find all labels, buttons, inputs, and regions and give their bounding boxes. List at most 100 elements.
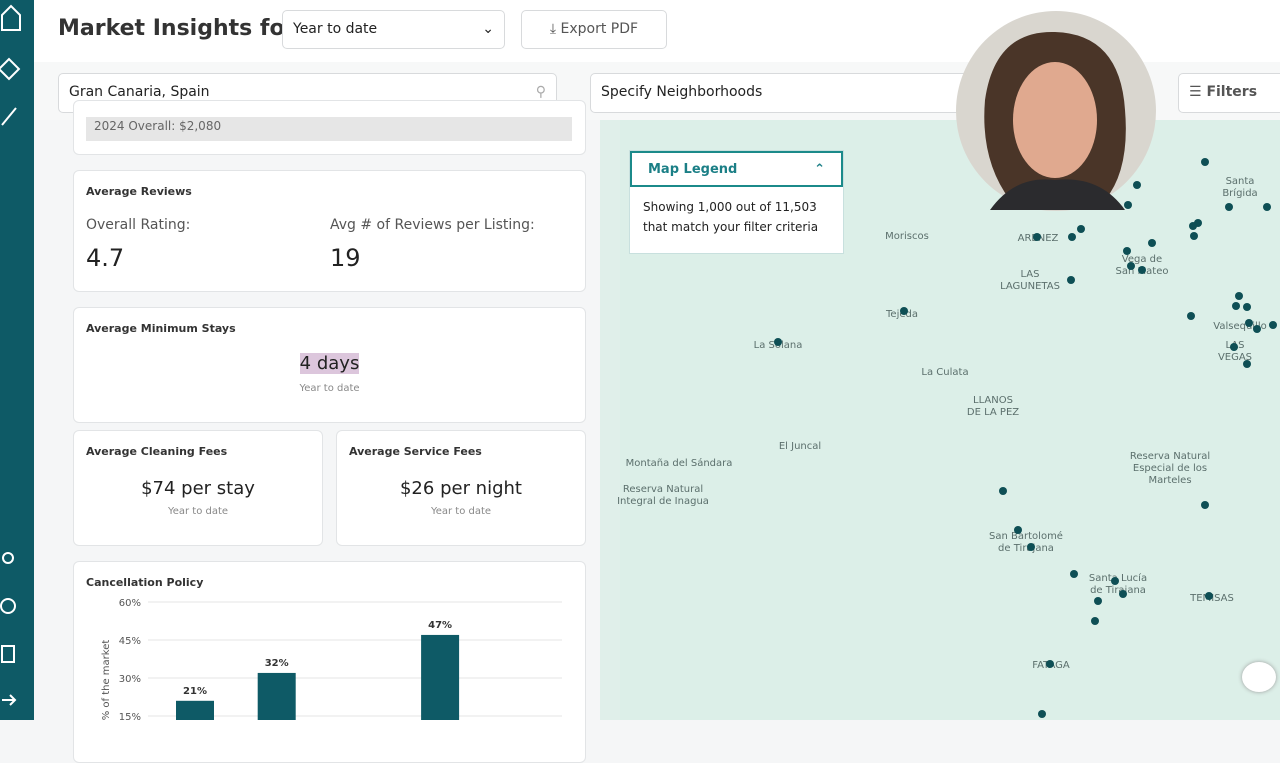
service-period: Year to date (430, 506, 492, 517)
legend-title: Map Legend (648, 162, 738, 177)
value-label: 21% (183, 686, 207, 697)
card-title: Average Service Fees (349, 445, 482, 458)
period-value: Year to date (293, 21, 378, 37)
min-stay-card: Average Minimum Stays 4 days Year to dat… (73, 307, 586, 423)
place-label: Vega de San Mateo (1115, 254, 1169, 277)
listing-dot[interactable] (1094, 597, 1102, 605)
listing-dot[interactable] (1225, 203, 1233, 211)
cleaning-period: Year to date (167, 506, 229, 517)
place-label: Reserva Natural Integral de Inagua (617, 484, 709, 507)
rating-label: Overall Rating: (86, 217, 191, 233)
bar (421, 634, 460, 720)
filters-button[interactable]: ☰ Filters (1178, 73, 1280, 113)
bar (257, 672, 296, 720)
listing-dot[interactable] (1033, 233, 1041, 241)
place-label: Valsequillo (1213, 321, 1267, 332)
map-legend: Map Legend ⌃ Showing 1,000 out of 11,503 … (629, 150, 844, 254)
listing-dot[interactable] (1014, 526, 1022, 534)
listing-dot[interactable] (1111, 577, 1119, 585)
listing-dot[interactable] (900, 307, 908, 315)
filters-label: Filters (1206, 84, 1258, 100)
overall-value: 2024 Overall: $2,080 (86, 117, 572, 141)
page-title: Market Insights for (58, 16, 296, 41)
listing-dot[interactable] (1194, 219, 1202, 227)
listing-dot[interactable] (774, 338, 782, 346)
listing-dot[interactable] (1190, 232, 1198, 240)
service-card: Average Service Fees $26 per night Year … (336, 430, 586, 546)
chat-button[interactable] (1242, 662, 1276, 692)
listing-dot[interactable] (1263, 203, 1271, 211)
listing-dot[interactable] (1091, 617, 1099, 625)
listing-dot[interactable] (1027, 543, 1035, 551)
listing-dot[interactable] (1243, 303, 1251, 311)
card-title: Average Minimum Stays (86, 322, 236, 335)
listing-dot[interactable] (1269, 321, 1277, 329)
rating-value: 4.7 (86, 244, 125, 272)
listing-dot[interactable] (1046, 660, 1054, 668)
place-label: Santa Lucía de Tirajana (1088, 573, 1148, 596)
card-title: Average Cleaning Fees (86, 445, 228, 458)
listing-dot[interactable] (1138, 266, 1146, 274)
listing-dot[interactable] (1205, 592, 1213, 600)
listing-dot[interactable] (1119, 590, 1127, 598)
place-label: Montaña del Sándara (625, 458, 733, 469)
min-stay-period: Year to date (299, 383, 360, 394)
listing-dot[interactable] (1148, 239, 1156, 247)
neighborhood-value: Specify Neighborhoods (601, 84, 763, 100)
legend-header[interactable]: Map Legend ⌃ (630, 151, 843, 187)
bar (176, 700, 214, 720)
value-label: 47% (428, 620, 452, 631)
place-label: El Juncal (778, 441, 822, 452)
y-tick-label: 45% (119, 636, 141, 647)
listing-dot[interactable] (1253, 325, 1261, 333)
listing-dot[interactable] (1187, 312, 1195, 320)
listing-dot[interactable] (1068, 233, 1076, 241)
webcam-video (956, 11, 1156, 211)
cleaning-value: $74 per stay (141, 478, 255, 499)
listing-dot[interactable] (1245, 319, 1253, 327)
place-label: LAS LAGUNETAS (1000, 269, 1060, 292)
place-label: LLANOS DE LA PEZ (966, 395, 1020, 418)
y-tick-label: 30% (119, 674, 141, 685)
cleaning-card: Average Cleaning Fees $74 per stay Year … (73, 430, 323, 546)
listing-dot[interactable] (1201, 158, 1209, 166)
sidebar-icons (0, 4, 21, 706)
value-label: 32% (265, 658, 289, 669)
reviews-count-label: Avg # of Reviews per Listing: (330, 217, 535, 233)
overall-card: 2024 Overall: $2,080 (73, 100, 586, 155)
listing-dot[interactable] (1201, 501, 1209, 509)
listing-dot[interactable] (1077, 225, 1085, 233)
place-label: Reserva Natural Especial de los Marteles (1129, 451, 1211, 486)
period-select[interactable]: Year to date ⌄ (282, 10, 505, 49)
listing-dot[interactable] (1232, 302, 1240, 310)
sidebar (0, 0, 34, 720)
place-label: La Solana (753, 340, 803, 351)
listing-dot[interactable] (1230, 343, 1238, 351)
listing-dot[interactable] (1067, 276, 1075, 284)
listing-dot[interactable] (1127, 262, 1135, 270)
export-label: Export PDF (560, 21, 639, 37)
min-stay-value: 4 days (299, 353, 360, 374)
listing-dot[interactable] (1235, 292, 1243, 300)
place-label: La Culata (921, 367, 969, 378)
chart-title: Cancellation Policy (86, 576, 204, 589)
listing-dot[interactable] (999, 487, 1007, 495)
neighborhood-select[interactable]: Specify Neighborhoods (590, 73, 990, 113)
place-label: Moriscos (885, 231, 929, 242)
listing-dot[interactable] (1123, 247, 1131, 255)
export-button[interactable]: ⤓ Export PDF (521, 10, 667, 49)
place-label: Santa Brígida (1222, 176, 1258, 199)
y-axis-label: % of the market (101, 640, 112, 720)
place-label: San Bartolomé de Tirajana (989, 531, 1063, 554)
listing-dot[interactable] (1038, 710, 1046, 718)
listing-dot[interactable] (1189, 222, 1197, 230)
listing-dot[interactable] (1070, 570, 1078, 578)
chart: % of the market 15% 30% 45% 60% 21% 32% 47% (101, 598, 562, 720)
listing-dot[interactable] (1133, 181, 1141, 189)
listing-dot[interactable] (1243, 360, 1251, 368)
listing-dot[interactable] (1124, 201, 1132, 209)
reviews-count-value: 19 (330, 244, 361, 272)
y-tick-label: 60% (119, 598, 141, 609)
service-value: $26 per night (399, 478, 522, 499)
